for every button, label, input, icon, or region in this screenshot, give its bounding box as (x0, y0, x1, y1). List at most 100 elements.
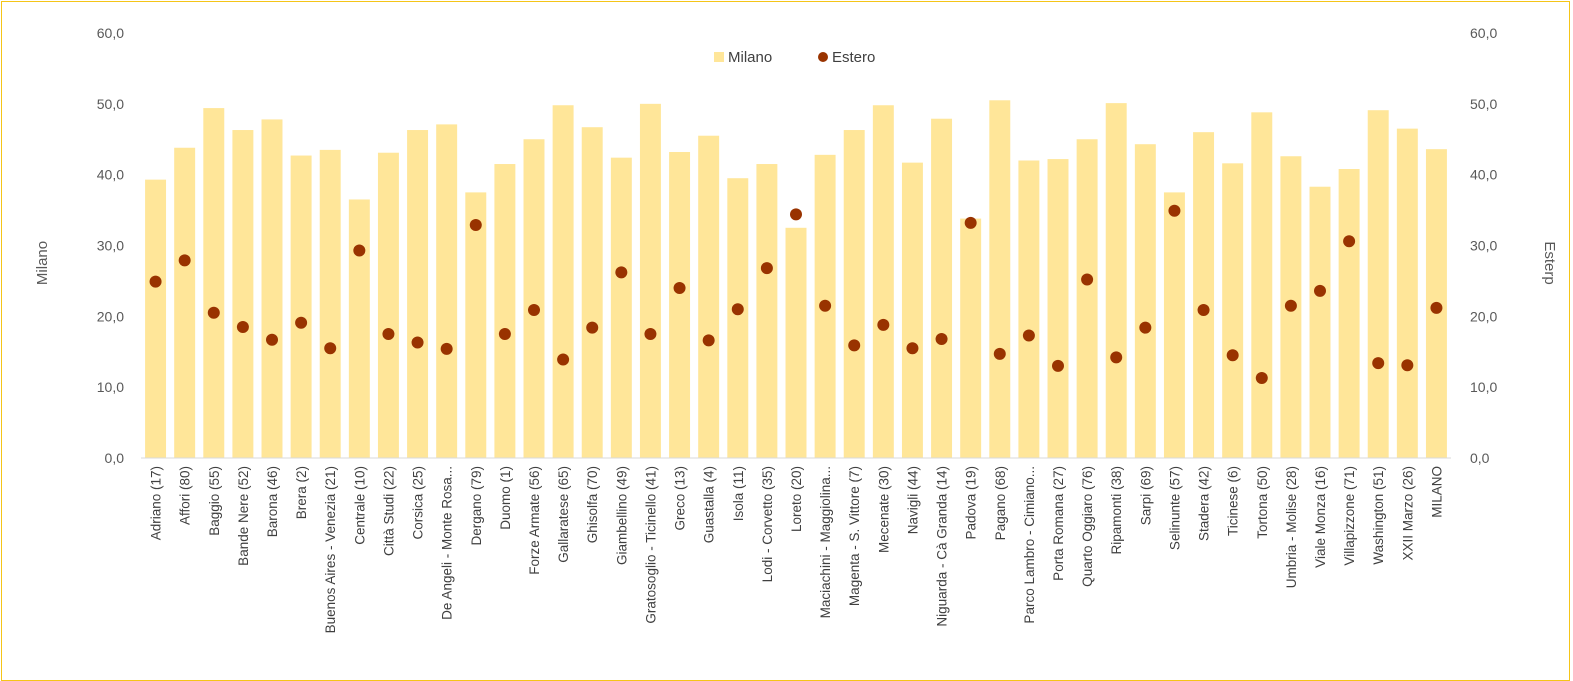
left-tick-label: 30,0 (97, 238, 124, 254)
category-label: Niguarda - Cà Granda (14) (935, 466, 950, 627)
category-label: Mecenate (30) (876, 466, 891, 553)
bar-milano (1018, 160, 1040, 458)
bar-milano (1309, 186, 1331, 458)
right-tick-label: 10,0 (1470, 379, 1497, 395)
bar-milano (552, 105, 574, 458)
bar-milano (1105, 103, 1127, 459)
point-estero (178, 254, 191, 267)
category-label: Centrale (10) (352, 466, 367, 545)
category-label: Parco Lambro - Cimiano... (1022, 466, 1037, 624)
bar-milano (1367, 110, 1389, 459)
bar-milano (203, 108, 225, 458)
point-estero (528, 303, 540, 316)
category-label: Gallaratese (65) (556, 466, 571, 563)
right-tick-label: 0,0 (1470, 450, 1490, 466)
category-label: Brera (2) (294, 466, 309, 519)
point-estero (644, 328, 657, 341)
category-label: Selinunte (57) (1167, 466, 1182, 550)
point-estero (1401, 359, 1414, 372)
category-label: Giambellino (49) (614, 466, 629, 565)
bar-milano (989, 100, 1011, 458)
point-estero (266, 333, 278, 346)
point-estero (586, 321, 599, 334)
category-label: XXII Marzo (26) (1400, 466, 1415, 561)
point-estero (964, 216, 977, 229)
category-label: Maciachini - Maggiolina... (818, 466, 833, 618)
point-estero (819, 299, 832, 312)
point-estero (702, 334, 715, 347)
point-estero (1372, 357, 1385, 370)
category-label: Quarto Oggiaro (76) (1080, 466, 1095, 587)
point-estero (440, 342, 453, 355)
bar-milano (1076, 139, 1098, 458)
category-label: Padova (19) (964, 466, 979, 540)
point-estero (877, 318, 890, 331)
left-tick-label: 0,0 (105, 450, 125, 466)
point-estero (935, 333, 948, 345)
point-estero (207, 306, 220, 319)
bar-milano (901, 162, 923, 459)
category-label: Villapizzone (71) (1342, 466, 1357, 566)
category-label: Città Studi (22) (381, 466, 396, 556)
bar-milano (523, 139, 545, 458)
bar-series-milano (141, 100, 1451, 459)
point-estero (382, 328, 395, 341)
bar-milano (1193, 132, 1215, 459)
bar-milano (669, 152, 691, 458)
point-estero (1226, 349, 1239, 362)
right-axis: 0,0 10,0 20,0 30,0 40,0 50,0 60,0 (1470, 25, 1497, 466)
category-label: Bande Nere (52) (236, 466, 251, 566)
right-tick-label: 60,0 (1470, 25, 1497, 41)
bar-milano (407, 130, 429, 459)
bar-milano (1396, 128, 1418, 459)
bar-milano (1163, 192, 1185, 459)
point-estero (1255, 371, 1268, 384)
point-estero (760, 262, 773, 275)
bar-milano (727, 178, 749, 458)
category-label: Buenos Aires - Venezia (21) (323, 466, 338, 633)
legend-marker-estero (818, 52, 828, 62)
category-label: Umbria - Molise (28) (1284, 466, 1299, 588)
bar-milano (843, 130, 865, 459)
point-estero (790, 208, 802, 221)
left-tick-label: 10,0 (97, 379, 124, 395)
left-axis: 0,0 10,0 20,0 30,0 40,0 50,0 60,0 (97, 25, 124, 466)
legend: Milano Estero (714, 49, 875, 66)
point-estero (324, 342, 337, 355)
category-labels: Adriano (17) Affori (80) Baggio (55) Bande … (149, 466, 1445, 633)
left-tick-label: 60,0 (97, 25, 124, 41)
point-estero (1430, 301, 1443, 314)
category-label: Ticinese (6) (1226, 466, 1241, 536)
category-label: Sarpi (69) (1138, 466, 1153, 525)
bar-milano (290, 155, 312, 459)
bar-milano (436, 124, 458, 459)
category-label: Baggio (55) (207, 466, 222, 536)
bar-milano (960, 218, 982, 458)
category-label: Gratosoglio - Ticinello (41) (643, 466, 658, 624)
point-estero (1022, 329, 1035, 342)
bar-milano (581, 127, 603, 459)
point-estero (906, 342, 919, 355)
point-estero (1139, 321, 1152, 334)
right-tick-label: 50,0 (1470, 96, 1497, 112)
point-estero (1197, 303, 1210, 316)
point-estero (731, 303, 744, 316)
right-axis-title: Esterp (1541, 241, 1558, 284)
category-label: Isola (11) (731, 466, 746, 521)
bar-milano (1047, 159, 1069, 458)
point-estero (1168, 204, 1181, 217)
category-label: Stadera (42) (1197, 466, 1212, 541)
bar-milano (785, 227, 807, 458)
point-estero (1081, 273, 1094, 286)
right-tick-label: 20,0 (1470, 308, 1497, 324)
point-estero (411, 336, 424, 349)
bar-milano (756, 164, 778, 459)
point-estero (236, 320, 249, 333)
category-label: MILANO (1429, 466, 1444, 518)
bar-milano (348, 199, 370, 458)
bar-milano (319, 149, 341, 459)
point-estero (848, 339, 861, 352)
right-tick-label: 40,0 (1470, 167, 1497, 183)
point-estero (1110, 351, 1123, 364)
category-label: Washington (51) (1371, 466, 1386, 565)
